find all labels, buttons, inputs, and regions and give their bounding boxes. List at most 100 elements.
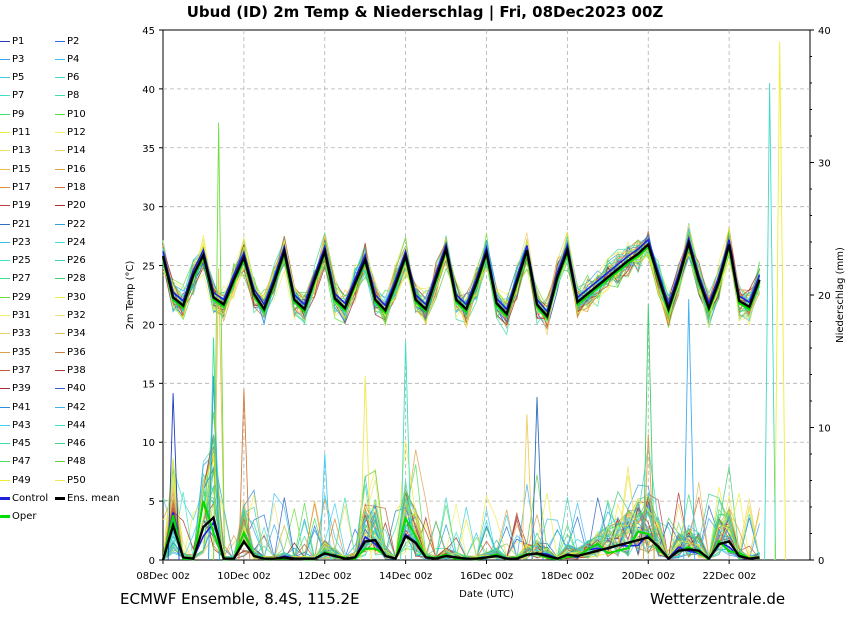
legend-item-p41: P41: [0, 400, 31, 414]
legend-label: P1: [12, 35, 25, 47]
y-right-axis-label: Niederschlag (mm): [835, 247, 846, 343]
legend-item-p46: P46: [55, 437, 86, 451]
x-tick-label: 22Dec 00z: [703, 571, 756, 582]
legend-swatch: [55, 479, 65, 481]
legend-label: P15: [12, 163, 31, 175]
legend-label: P26: [67, 255, 86, 267]
legend-swatch: [55, 497, 65, 500]
legend-label: P33: [12, 328, 31, 340]
legend-item-p2: P2: [55, 34, 79, 48]
legend-label: P49: [12, 474, 31, 486]
x-tick-label: 10Dec 00z: [217, 571, 270, 582]
precip-spike: [238, 389, 251, 561]
legend-label: P12: [67, 127, 86, 138]
legend-item-p9: P9: [0, 107, 24, 121]
legend-label: P47: [12, 456, 31, 468]
legend-item-p25: P25: [0, 254, 31, 268]
legend-item-p47: P47: [0, 455, 31, 469]
legend-item-p31: P31: [0, 309, 31, 323]
legend-label: P34: [67, 328, 86, 340]
legend-item-p32: P32: [55, 309, 86, 323]
legend-label: P41: [12, 401, 31, 413]
legend-swatch: [55, 406, 65, 408]
legend-label: P16: [67, 163, 86, 175]
precip-spike: [213, 268, 226, 561]
legend-label: P9: [12, 108, 25, 120]
legend-swatch: [0, 260, 10, 262]
legend-item-p5: P5: [0, 71, 24, 85]
precip-spike: [531, 396, 544, 561]
precip-spike: [683, 298, 696, 561]
legend-item-p45: P45: [0, 437, 31, 451]
legend-label: P28: [67, 273, 86, 285]
legend-swatch: [0, 113, 10, 115]
y-left-tick-label: 40: [142, 85, 155, 96]
legend-swatch: [55, 223, 65, 225]
legend-item-p11: P11: [0, 126, 31, 140]
legend-swatch: [55, 150, 65, 152]
y-right-tick-label: 40: [818, 26, 831, 37]
legend-label: P20: [67, 200, 86, 212]
legend-label: P35: [12, 346, 31, 358]
legend-label: P38: [67, 364, 86, 376]
legend-label: P32: [67, 310, 86, 321]
legend-swatch: [55, 205, 65, 207]
legend-label: P24: [67, 236, 86, 248]
legend-swatch: [0, 150, 10, 152]
x-tick-label: 14Dec 00z: [379, 571, 432, 582]
legend-label: P30: [67, 291, 86, 303]
legend-item-p21: P21: [0, 217, 31, 231]
precip-spike: [400, 341, 413, 561]
legend-label: P43: [12, 419, 31, 431]
legend-item-p24: P24: [55, 235, 86, 249]
legend-swatch: [55, 77, 65, 79]
legend-label: P19: [12, 200, 31, 212]
legend-label: P4: [67, 53, 80, 65]
legend-label: P5: [12, 72, 25, 84]
legend-item-p39: P39: [0, 382, 31, 396]
y-right-tick-label: 20: [818, 291, 831, 302]
legend: P1 P2 P3 P4 P5 P6 P7 P8 P9 P10 P11 P12 P13 P14 P15 P16 P…: [0, 34, 140, 524]
legend-label: P37: [12, 364, 31, 376]
legend-label: P11: [12, 127, 31, 138]
temp-line-control: [162, 235, 761, 314]
legend-item-p26: P26: [55, 254, 86, 268]
legend-swatch: [55, 260, 65, 262]
y-right-tick-label: 0: [818, 556, 824, 567]
legend-swatch: [55, 58, 65, 60]
y-right-tick-label: 10: [818, 424, 831, 435]
legend-label: P45: [12, 438, 31, 450]
footer-source: Wetterzentrale.de: [650, 590, 786, 608]
legend-item-p42: P42: [55, 400, 86, 414]
legend-swatch: [0, 351, 10, 353]
legend-item-p28: P28: [55, 272, 86, 286]
legend-swatch: [55, 315, 65, 316]
legend-swatch: [0, 223, 10, 225]
legend-item-p34: P34: [55, 327, 86, 341]
legend-swatch: [55, 443, 65, 445]
precip-spike: [774, 41, 787, 561]
legend-item-p37: P37: [0, 363, 31, 377]
legend-item-p38: P38: [55, 363, 86, 377]
legend-swatch: [55, 40, 65, 42]
y-left-tick-label: 20: [142, 320, 155, 331]
legend-swatch: [55, 333, 65, 335]
precip-line-p50: [162, 452, 760, 561]
legend-swatch: [0, 424, 10, 426]
precip-spike: [359, 375, 372, 561]
legend-label: P22: [67, 218, 86, 230]
legend-swatch: [0, 186, 10, 188]
legend-label: P21: [12, 218, 31, 230]
legend-swatch: [0, 168, 10, 170]
legend-label: P7: [12, 90, 25, 102]
legend-swatch: [55, 113, 65, 115]
legend-swatch: [55, 424, 65, 426]
legend-label: P46: [67, 438, 86, 450]
legend-swatch: [0, 515, 10, 519]
legend-swatch: [0, 241, 10, 243]
legend-item-control: Control: [0, 492, 48, 506]
legend-label: P8: [67, 90, 80, 102]
x-axis-label: Date (UTC): [459, 589, 514, 600]
legend-label: P27: [12, 273, 31, 285]
